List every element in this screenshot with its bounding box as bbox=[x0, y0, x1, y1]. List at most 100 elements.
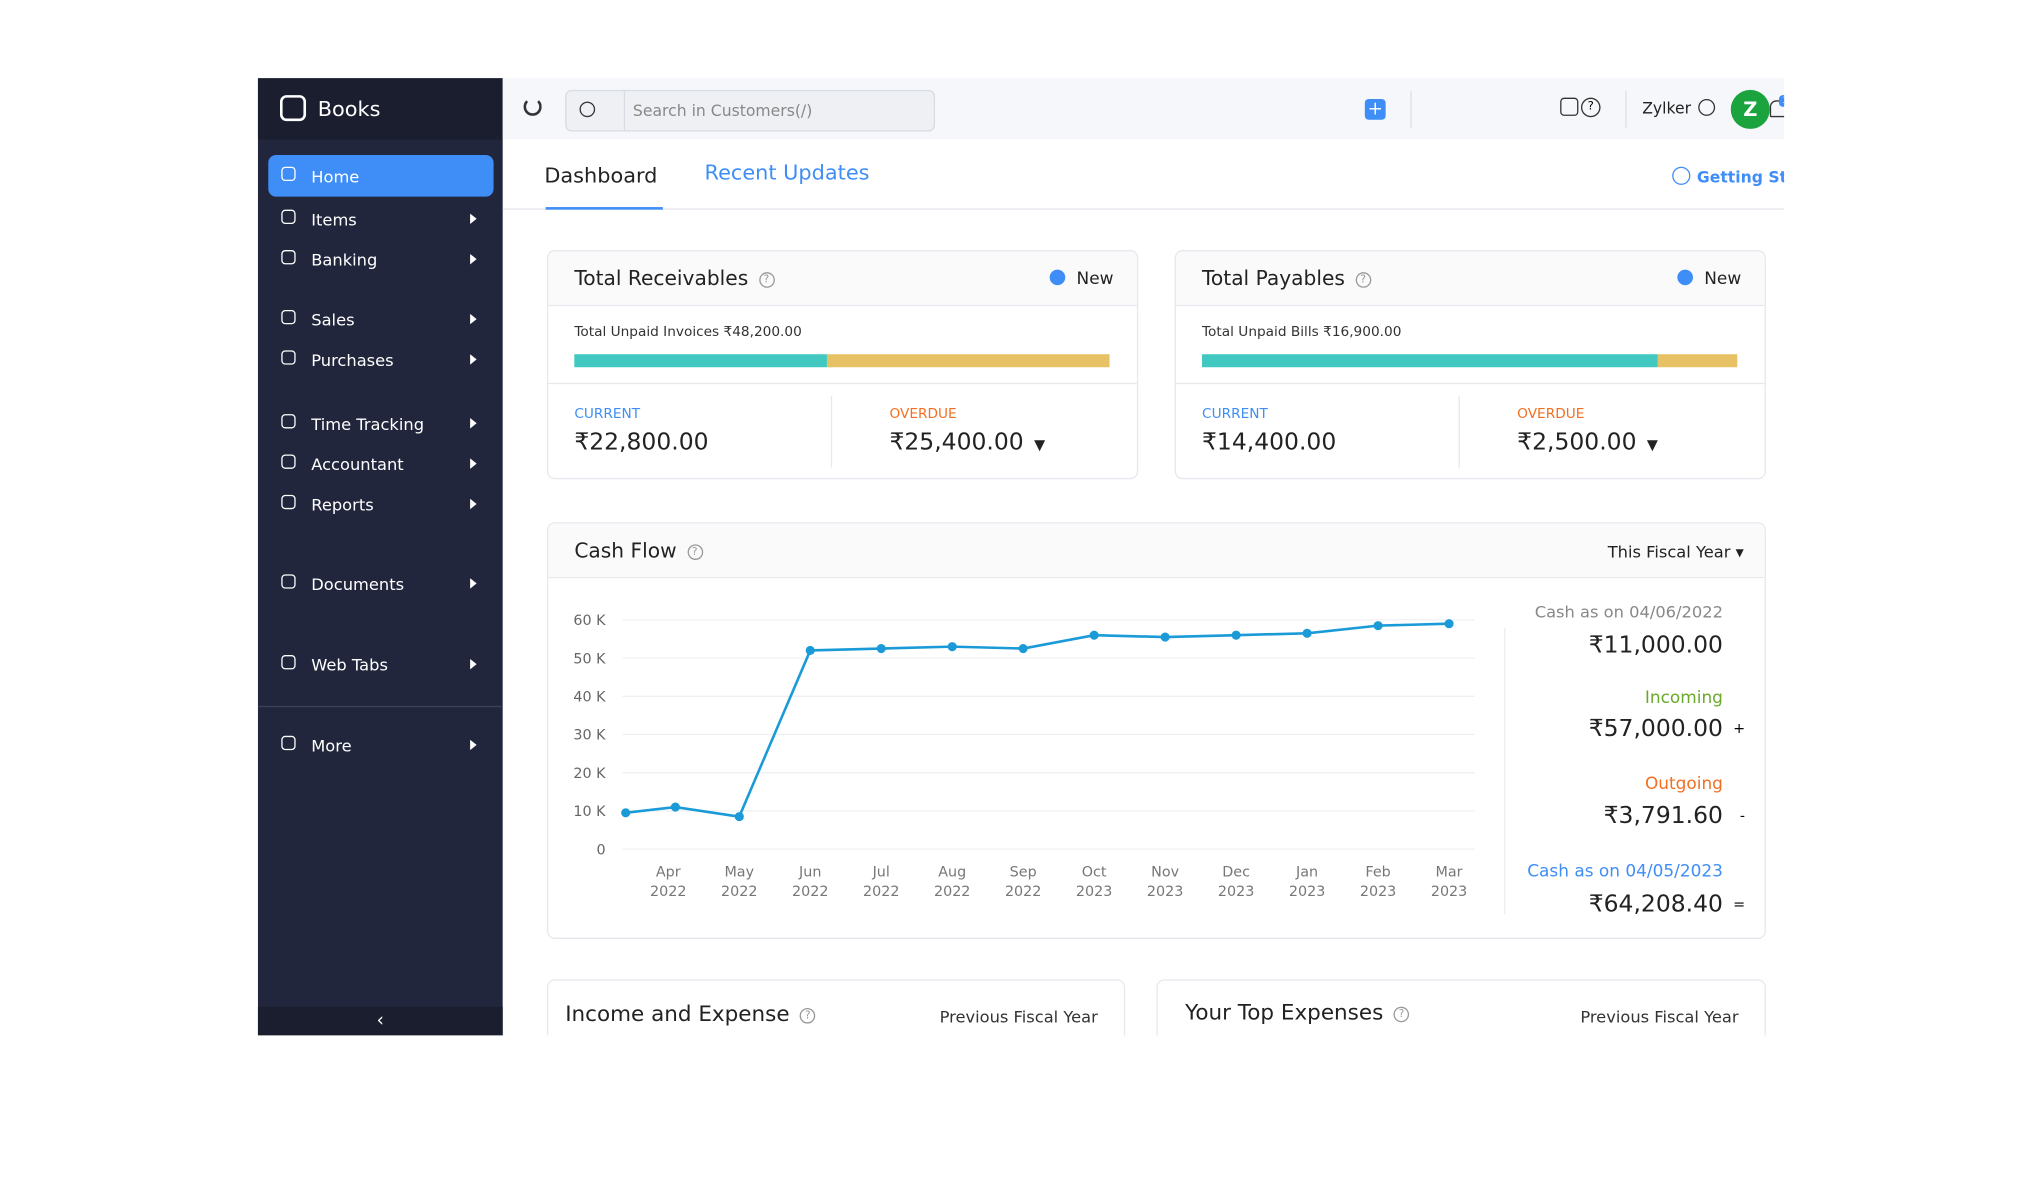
nav-item[interactable]: Time Tracking bbox=[268, 402, 493, 444]
tab[interactable]: Recent Updates bbox=[704, 160, 870, 185]
cash-point bbox=[1231, 630, 1241, 640]
new-text: New bbox=[1076, 269, 1114, 290]
label-line: Nov bbox=[1151, 864, 1179, 880]
title-text: Cash Flow bbox=[574, 539, 677, 563]
amount-text: ₹25,400.00 bbox=[889, 428, 1024, 456]
label-line: 2022 bbox=[1005, 884, 1041, 900]
cash-point bbox=[1302, 628, 1312, 638]
y-tick-label: 30 K bbox=[573, 728, 606, 744]
income-expense-card: Income and Expense? Previous Fiscal Year bbox=[546, 979, 1126, 1036]
x-tick-label: Jun 2022 bbox=[792, 864, 828, 900]
nav-item[interactable]: Purchases bbox=[268, 339, 493, 381]
nav-item[interactable]: Items bbox=[268, 198, 493, 240]
label-line: Feb bbox=[1365, 864, 1390, 880]
users-icon[interactable] bbox=[1698, 98, 1716, 116]
avatar[interactable]: Z bbox=[1730, 89, 1770, 129]
nav-item[interactable]: Documents bbox=[268, 563, 493, 605]
divider bbox=[548, 382, 1137, 385]
x-tick-label: Jan 2023 bbox=[1289, 864, 1325, 900]
new-button[interactable]: New bbox=[1049, 269, 1114, 290]
nav-label: Purchases bbox=[311, 350, 394, 370]
bar-current bbox=[574, 354, 828, 368]
new-button[interactable]: New bbox=[1676, 269, 1741, 289]
bar-overdue bbox=[827, 354, 1110, 368]
receivables-card: Total Receivables? New Total Unpaid Invoic… bbox=[546, 250, 1139, 480]
payables-card: Total Payables? New Total Unpaid Bills ₹16… bbox=[1174, 250, 1766, 480]
title-text: Income and Expense bbox=[565, 1001, 790, 1027]
nav-item[interactable]: More bbox=[268, 724, 493, 766]
divider bbox=[1504, 627, 1506, 915]
nav-item[interactable]: Web Tabs bbox=[268, 643, 493, 685]
y-tick-label: 10 K bbox=[573, 804, 606, 820]
nav-icon bbox=[281, 414, 296, 429]
y-tick-label: 20 K bbox=[573, 766, 606, 782]
cash-point bbox=[1089, 630, 1099, 640]
settings-icon[interactable] bbox=[1560, 97, 1579, 116]
getting-started[interactable]: Getting Started bbox=[1696, 167, 1784, 187]
overdue-amount[interactable]: ₹25,400.00 ▼ bbox=[889, 428, 1045, 455]
card-title: Total Payables? bbox=[1202, 267, 1371, 290]
nav-label: Time Tracking bbox=[311, 414, 425, 434]
y-tick-label: 0 bbox=[596, 842, 605, 858]
nav-item[interactable]: Sales bbox=[268, 298, 493, 340]
logo bbox=[279, 95, 307, 122]
label-line: Jun bbox=[798, 864, 821, 880]
refresh[interactable] bbox=[523, 97, 542, 116]
app-name: Books bbox=[317, 96, 381, 122]
label-line: 2022 bbox=[792, 884, 828, 900]
period-select[interactable]: This Fiscal Year ▾ bbox=[1607, 541, 1744, 562]
nav-label: Home bbox=[311, 166, 360, 187]
label-line: 2022 bbox=[934, 884, 970, 900]
bar-overdue bbox=[1658, 354, 1738, 368]
y-tick-label: 60 K bbox=[573, 613, 606, 629]
x-tick-label: Jul 2022 bbox=[863, 864, 899, 900]
nav-label: Reports bbox=[311, 494, 374, 515]
label-line: Jul bbox=[872, 864, 890, 880]
tab[interactable]: Dashboard bbox=[544, 162, 658, 188]
notifications-icon[interactable] bbox=[1769, 100, 1785, 118]
x-tick-label: Aug 2022 bbox=[934, 864, 970, 900]
label-line: 2023 bbox=[1431, 884, 1467, 900]
period[interactable]: Previous Fiscal Year bbox=[1580, 1006, 1739, 1027]
nav-arrow bbox=[470, 354, 477, 365]
label-line: 2023 bbox=[1218, 884, 1254, 900]
separator bbox=[1410, 91, 1412, 128]
incoming-amount: ₹57,000.00 bbox=[1588, 714, 1723, 743]
nav-label: Sales bbox=[311, 309, 355, 330]
nav-icon bbox=[281, 494, 296, 510]
card-title: Income and Expense? bbox=[565, 1001, 816, 1027]
sign: + bbox=[1733, 720, 1746, 738]
x-tick-label: Oct 2023 bbox=[1076, 864, 1112, 900]
label-line: Dec bbox=[1222, 864, 1250, 880]
notification-badge: 3 bbox=[1778, 95, 1785, 107]
overdue-amount[interactable]: ₹2,500.00 ▼ bbox=[1517, 428, 1658, 455]
collapse[interactable]: ‹ bbox=[257, 1006, 503, 1036]
cash-point bbox=[1018, 643, 1028, 654]
current-amount: ₹14,400.00 bbox=[1202, 428, 1337, 456]
topbar: Search in Customers(/) + 3 bbox=[502, 78, 1785, 140]
nav-item[interactable]: Banking bbox=[268, 238, 493, 280]
nav-item[interactable]: Home bbox=[268, 154, 494, 197]
closing-amount: ₹64,208.40 bbox=[1588, 890, 1723, 919]
nav-icon bbox=[281, 166, 296, 182]
current-label: CURRENT bbox=[1202, 406, 1268, 422]
tab-underline bbox=[545, 207, 663, 210]
card-header bbox=[548, 251, 1137, 307]
y-tick-label: 50 K bbox=[573, 651, 606, 667]
help-icon[interactable]: ? bbox=[1580, 97, 1601, 118]
summary: Total Unpaid Invoices ₹48,200.00 bbox=[574, 324, 802, 340]
search-box[interactable]: Search in Customers(/) bbox=[565, 89, 936, 132]
title-text: Your Top Expenses bbox=[1185, 1000, 1384, 1025]
nav-item[interactable]: Accountant bbox=[268, 443, 493, 485]
top-expenses-card: Your Top Expenses? Previous Fiscal Year bbox=[1156, 979, 1766, 1036]
org-name[interactable]: Zylker bbox=[1642, 98, 1692, 118]
quick-create[interactable]: + bbox=[1364, 98, 1386, 120]
separator bbox=[623, 91, 626, 131]
cash-flow-card: Cash Flow? This Fiscal Year ▾ Cash as on… bbox=[546, 522, 1766, 939]
nav-item[interactable]: Reports bbox=[268, 483, 493, 525]
label-line: 2023 bbox=[1076, 884, 1112, 900]
nav-arrow bbox=[470, 578, 477, 589]
period[interactable]: Previous Fiscal Year bbox=[939, 1006, 1098, 1027]
opening-amount: ₹11,000.00 bbox=[1588, 631, 1723, 659]
